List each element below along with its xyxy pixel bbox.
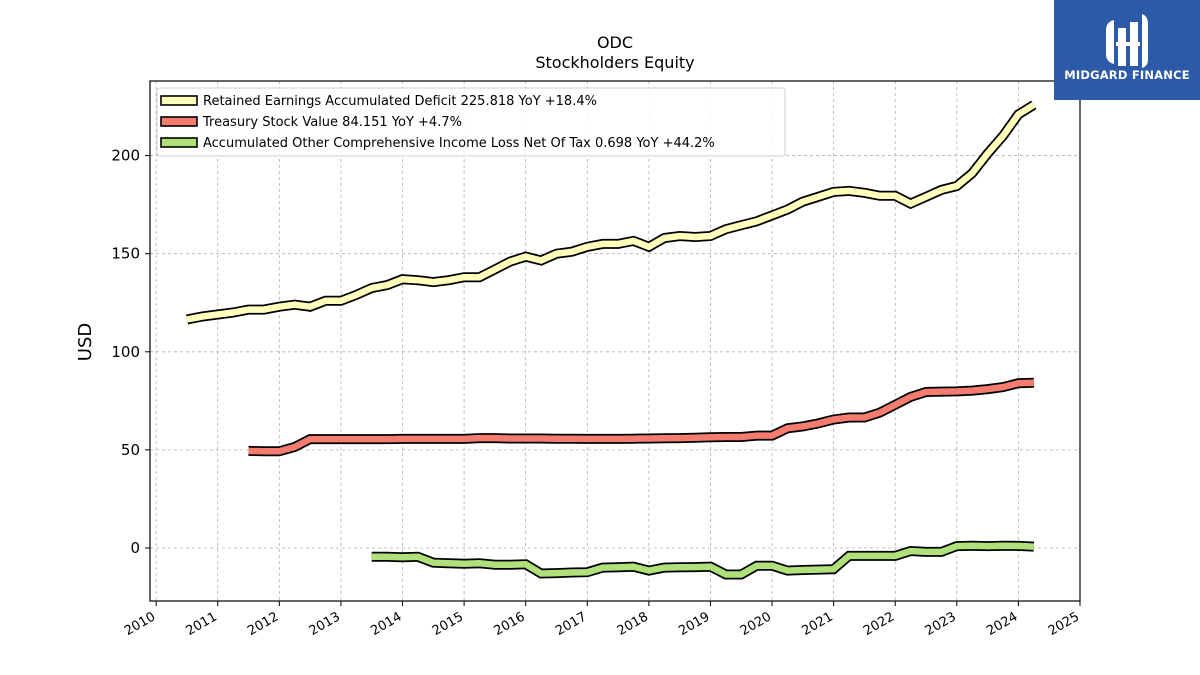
x-tick-label: 2022 bbox=[861, 609, 897, 639]
x-tick-label: 2023 bbox=[923, 609, 959, 639]
x-tick-label: 2015 bbox=[430, 609, 466, 639]
legend-swatch bbox=[160, 137, 198, 148]
x-tick-label: 2011 bbox=[184, 609, 220, 639]
legend-label: Accumulated Other Comprehensive Income L… bbox=[203, 136, 715, 151]
series-layer bbox=[186, 100, 1037, 580]
brand-mark-icon bbox=[1106, 14, 1148, 68]
y-tick-label: 0 bbox=[130, 539, 140, 557]
series-line bbox=[371, 542, 1034, 578]
x-tick-label: 2025 bbox=[1046, 609, 1082, 639]
plot-frame bbox=[149, 80, 1081, 602]
grid bbox=[150, 81, 1081, 601]
y-tick-label: 100 bbox=[111, 343, 140, 361]
brand-logo: MIDGARD FINANCE bbox=[1054, 0, 1200, 100]
series-2 bbox=[371, 540, 1035, 580]
chart-subtitle: Stockholders Equity bbox=[535, 53, 694, 72]
x-tick-label: 2016 bbox=[492, 609, 528, 639]
series-0 bbox=[186, 100, 1037, 325]
legend-label: Retained Earnings Accumulated Deficit 22… bbox=[203, 94, 597, 109]
x-tick-label: 2017 bbox=[553, 609, 589, 639]
legend-box bbox=[156, 87, 786, 157]
legend-swatch bbox=[160, 95, 198, 106]
series-line bbox=[248, 379, 1034, 455]
x-tick-label: 2021 bbox=[799, 609, 835, 639]
brand-name: MIDGARD FINANCE bbox=[1064, 68, 1190, 82]
x-tick-label: 2010 bbox=[122, 609, 158, 639]
legend-swatch bbox=[160, 116, 198, 127]
x-tick-label: 2024 bbox=[984, 609, 1020, 639]
x-tick-label: 2012 bbox=[245, 609, 281, 639]
x-tick-label: 2018 bbox=[615, 609, 651, 639]
x-tick-label: 2020 bbox=[738, 609, 774, 639]
y-tick-label: 200 bbox=[111, 147, 140, 165]
series-line bbox=[186, 102, 1036, 323]
series-1 bbox=[248, 377, 1034, 457]
x-tick-label: 2014 bbox=[368, 609, 404, 639]
chart-title: ODC bbox=[597, 33, 633, 52]
y-tick-label: 150 bbox=[111, 245, 140, 263]
legend: Retained Earnings Accumulated Deficit 22… bbox=[156, 87, 786, 157]
legend-label: Treasury Stock Value 84.151 YoY +4.7% bbox=[202, 115, 462, 130]
y-axis-label: USD bbox=[75, 323, 96, 361]
x-tick-label: 2013 bbox=[307, 609, 343, 639]
x-tick-label: 2019 bbox=[676, 609, 712, 639]
y-tick-label: 50 bbox=[121, 441, 140, 459]
